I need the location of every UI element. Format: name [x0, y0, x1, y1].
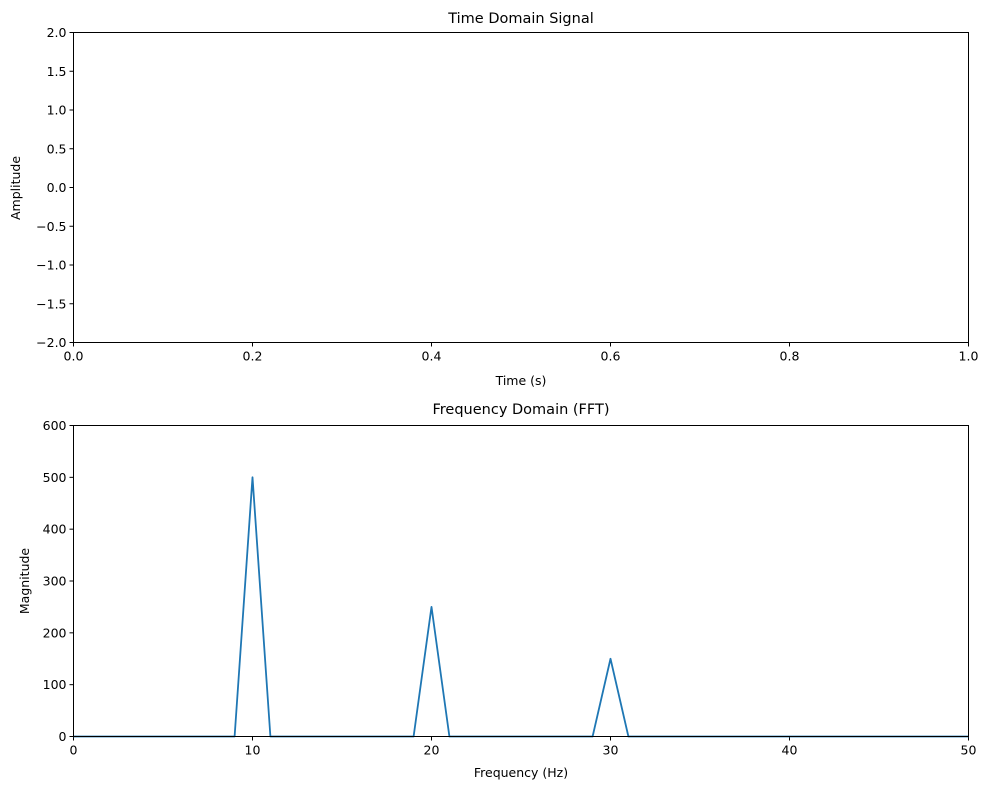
time-domain-xlabel: Time (s)	[495, 373, 547, 388]
frequency-domain-frame	[73, 425, 969, 737]
time-domain-xtick-label: 1.0	[959, 349, 979, 364]
frequency-domain-ytick-label: 200	[43, 625, 67, 640]
time-domain-ytick-label: −2.0	[36, 335, 66, 350]
time-domain-xtick-label: 0.2	[243, 349, 263, 364]
time-domain-xtick-label: 0.0	[64, 349, 84, 364]
frequency-domain-xtick-label: 10	[245, 743, 261, 758]
frequency-domain-xtick-label: 50	[961, 743, 977, 758]
time-domain-xtick-label: 0.6	[601, 349, 621, 364]
time-domain-plot: Time Domain Signal Time (s) Amplitude 0.…	[8, 11, 978, 388]
frequency-domain-ytick-label: 500	[43, 470, 67, 485]
frequency-domain-title: Frequency Domain (FFT)	[433, 402, 610, 418]
frequency-domain-xlabel: Frequency (Hz)	[474, 765, 568, 780]
frequency-domain-plot: Frequency Domain (FFT) Frequency (Hz) Ma…	[17, 402, 976, 780]
frequency-domain-xtick-label: 40	[782, 743, 798, 758]
time-domain-ytick-label: −0.5	[36, 219, 66, 234]
time-domain-xtick-label: 0.4	[422, 349, 442, 364]
frequency-domain-ytick-label: 600	[43, 418, 67, 433]
frequency-domain-series-line	[73, 476, 969, 738]
frequency-domain-xtick-label: 30	[603, 743, 619, 758]
time-domain-ytick-label: 2.0	[47, 25, 67, 40]
frequency-domain-xtick-label: 0	[70, 743, 78, 758]
time-domain-ytick-label: 1.5	[47, 64, 67, 79]
time-domain-ytick-label: −1.0	[36, 258, 66, 273]
frequency-domain-ylabel: Magnitude	[17, 548, 32, 615]
time-domain-ytick-label: 1.0	[47, 103, 67, 118]
frequency-domain-ytick-label: 300	[43, 574, 67, 589]
frequency-domain-ytick-label: 0	[59, 729, 67, 744]
time-domain-xtick-label: 0.8	[780, 349, 800, 364]
frequency-domain-ytick-label: 400	[43, 522, 67, 537]
time-domain-frame	[73, 32, 969, 343]
time-domain-title: Time Domain Signal	[447, 11, 594, 27]
frequency-domain-xtick-label: 20	[424, 743, 440, 758]
time-domain-ytick-label: 0.5	[47, 141, 67, 156]
time-domain-ytick-label: 0.0	[47, 180, 67, 195]
time-domain-ytick-label: −1.5	[36, 296, 66, 311]
time-domain-ylabel: Amplitude	[8, 156, 23, 220]
frequency-domain-ytick-label: 100	[43, 677, 67, 692]
